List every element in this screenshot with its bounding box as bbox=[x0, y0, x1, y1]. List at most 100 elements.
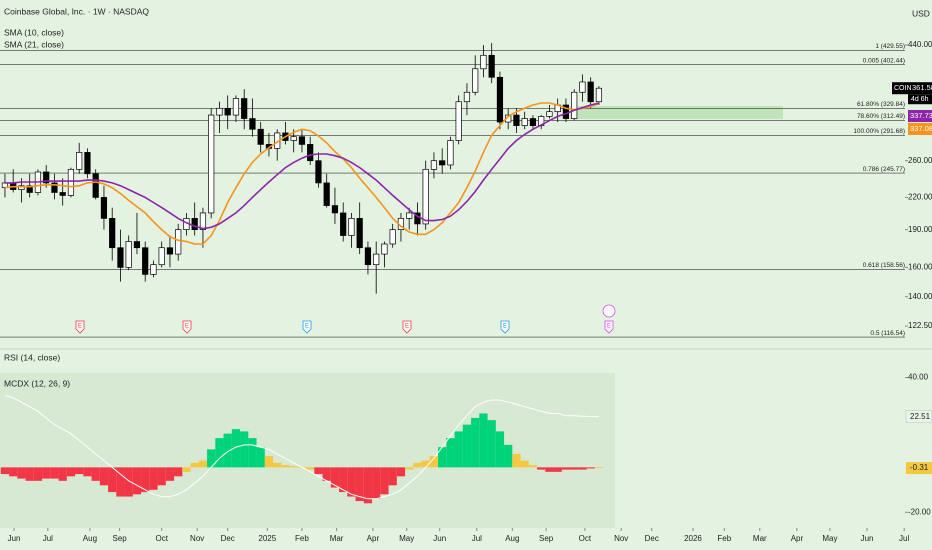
histogram-bar bbox=[75, 467, 84, 475]
histogram-value: -0.31 bbox=[910, 463, 929, 472]
histogram-bar bbox=[91, 467, 100, 481]
histogram-bar bbox=[355, 467, 364, 502]
zone bbox=[570, 106, 783, 119]
earnings-label: E bbox=[78, 324, 82, 330]
fib-label: 61.80% (329.84) bbox=[857, 101, 905, 108]
histogram-bar bbox=[413, 462, 422, 468]
histogram-bar bbox=[330, 467, 340, 488]
x-tick-label: Jun bbox=[8, 534, 21, 543]
candle-body bbox=[406, 212, 413, 219]
earnings-marker bbox=[182, 320, 192, 334]
candle-body bbox=[166, 247, 174, 255]
countdown-badge bbox=[908, 94, 932, 105]
x-tick-label: Mar bbox=[753, 534, 767, 543]
x-tick-label: May bbox=[822, 534, 837, 543]
y-tick-label: 122.50 bbox=[908, 321, 932, 330]
histogram-bar bbox=[289, 466, 298, 468]
indicator-shade bbox=[0, 373, 615, 528]
histogram-bar bbox=[9, 467, 18, 477]
x-tick-label: Feb bbox=[717, 534, 731, 543]
earnings-marker bbox=[402, 320, 412, 334]
earnings-marker bbox=[302, 320, 312, 334]
signal-line bbox=[4, 395, 599, 500]
y-tick-label: 40.00 bbox=[908, 373, 929, 382]
x-tick-label: Nov bbox=[614, 534, 628, 543]
candle-body bbox=[571, 91, 578, 119]
candle-body bbox=[447, 140, 454, 166]
candle-body bbox=[142, 247, 149, 275]
candle-body bbox=[100, 197, 108, 219]
y-tick-label: 220.00 bbox=[908, 193, 932, 202]
histogram-bar bbox=[314, 467, 323, 475]
candle-body bbox=[546, 111, 553, 117]
histogram-bar bbox=[264, 456, 274, 468]
candle-body bbox=[150, 264, 157, 275]
earnings-label: E bbox=[185, 324, 189, 330]
histogram-bar bbox=[281, 465, 290, 468]
histogram-bar bbox=[553, 467, 562, 472]
price-badge bbox=[892, 82, 932, 95]
candle-body bbox=[158, 247, 165, 266]
y-tick-label: 440.00 bbox=[908, 40, 932, 49]
histogram-bar bbox=[58, 467, 67, 481]
candle-body bbox=[191, 218, 198, 230]
histogram-bar bbox=[372, 467, 381, 499]
x-tick-label: Feb bbox=[295, 534, 309, 543]
candle-body bbox=[323, 182, 330, 206]
candle-body bbox=[587, 81, 594, 103]
value-badge bbox=[906, 462, 932, 475]
candle-body bbox=[472, 68, 479, 93]
candle-body bbox=[59, 192, 66, 196]
histogram-bar bbox=[479, 413, 488, 468]
candle-body bbox=[455, 101, 462, 141]
candle-body bbox=[348, 218, 355, 236]
candle-body bbox=[133, 241, 141, 249]
histogram-bar bbox=[388, 467, 397, 486]
earnings-marker bbox=[604, 320, 614, 334]
fib-label: 0.005 (402.44) bbox=[863, 57, 905, 64]
candle-body bbox=[18, 185, 25, 190]
histogram-bar bbox=[182, 467, 191, 472]
histogram-bar bbox=[306, 467, 315, 470]
x-tick-label: Jul bbox=[472, 534, 482, 543]
histogram-bar bbox=[462, 424, 472, 468]
symbol-label: COIN bbox=[894, 85, 912, 92]
earnings-label: E bbox=[503, 324, 507, 330]
histogram-bar bbox=[405, 467, 414, 470]
histogram-bar bbox=[99, 467, 109, 486]
earnings-label: E bbox=[405, 324, 409, 330]
x-tick-label: Jul bbox=[43, 534, 53, 543]
x-tick-label: Mar bbox=[330, 534, 344, 543]
sma-badge bbox=[908, 123, 932, 135]
histogram-bar bbox=[520, 460, 529, 468]
fib-label: 0.618 (158.56) bbox=[863, 262, 905, 269]
x-tick-label: May bbox=[399, 534, 414, 543]
histogram-bar bbox=[66, 467, 76, 477]
x-tick-label: 2025 bbox=[258, 534, 276, 543]
candle-body bbox=[175, 229, 182, 255]
sma-badge bbox=[908, 110, 932, 122]
x-tick-label: Jun bbox=[861, 534, 874, 543]
candle-body bbox=[257, 128, 264, 145]
earnings-marker bbox=[75, 320, 85, 334]
y-tick-label: 260.00 bbox=[908, 156, 932, 165]
candle-body bbox=[381, 243, 388, 255]
histogram-bar bbox=[504, 444, 513, 468]
x-tick-label: Sep bbox=[113, 534, 128, 543]
candle-body bbox=[529, 118, 537, 126]
earnings-label: E bbox=[305, 324, 309, 330]
candle-body bbox=[67, 168, 75, 196]
candle-body bbox=[208, 114, 215, 214]
sma21-label: SMA (21, close) bbox=[4, 39, 64, 49]
x-tick-label: 2026 bbox=[684, 534, 702, 543]
y-tick-label: -20.00 bbox=[908, 507, 931, 516]
candle-body bbox=[496, 76, 504, 123]
candle-body bbox=[76, 152, 83, 170]
candle-body bbox=[373, 253, 380, 266]
candle-body bbox=[92, 173, 99, 198]
candle-body bbox=[298, 136, 306, 145]
fib-label: 1 (429.55) bbox=[875, 43, 905, 50]
x-tick-label: Jul bbox=[899, 534, 909, 543]
candle-body bbox=[521, 118, 528, 126]
price-label: 361.58 bbox=[912, 83, 932, 92]
